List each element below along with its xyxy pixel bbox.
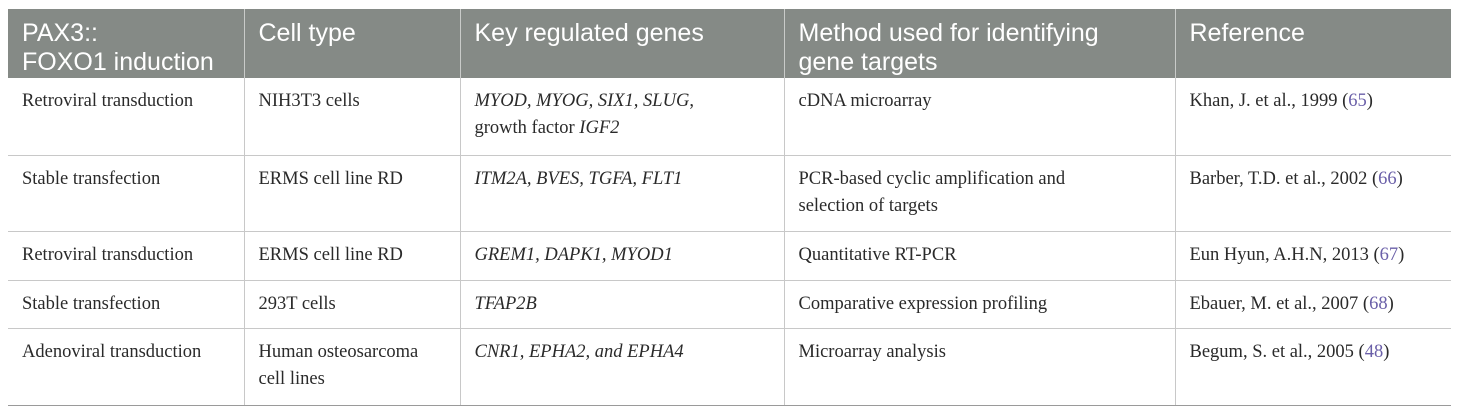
table-row: Retroviral transduction NIH3T3 cells MYO… <box>8 78 1451 156</box>
reference-close: ) <box>1398 244 1405 265</box>
cell-key-genes: ITM2A, BVES, TGFA, FLT1 <box>459 155 784 232</box>
cell-key-genes: MYOD, MYOG, SIX1, SLUG, growth factor IGF… <box>459 78 784 156</box>
cell-key-genes: TFAP2B <box>459 280 784 329</box>
cell-induction: Adenoviral transduction <box>8 328 244 406</box>
cell-induction: Retroviral transduction <box>8 231 244 281</box>
gene-list: GREM1, DAPK1, MYOD1 <box>474 244 673 265</box>
cell-induction: Stable transfection <box>8 280 244 329</box>
pax3-foxo1-targets-table: PAX3:: FOXO1 induction Cell type Key reg… <box>8 9 1451 406</box>
reference-text: Khan, J. et al., 1999 ( <box>1189 91 1349 111</box>
gene-separator: , <box>689 91 694 111</box>
cell-method: cDNA microarray <box>783 78 1175 156</box>
header-method: Method used for identifying gene targets <box>783 9 1175 78</box>
table-row: Adenoviral transduction Human osteosarco… <box>8 328 1451 406</box>
reference-link[interactable]: 68 <box>1369 293 1388 314</box>
cell-cell-type: ERMS cell line RD <box>243 155 460 232</box>
reference-link[interactable]: 65 <box>1348 91 1367 111</box>
cell-induction: Retroviral transduction <box>8 78 244 156</box>
cell-type-line2: cell lines <box>258 368 325 389</box>
gene-prefix: growth factor <box>474 118 580 138</box>
gene-list: CNR1, EPHA2, and EPHA4 <box>474 341 684 362</box>
reference-text: Eun Hyun, A.H.N, 2013 ( <box>1189 244 1380 265</box>
header-method-line2: gene targets <box>798 48 938 76</box>
gene-list: ITM2A, BVES, TGFA, FLT1 <box>474 168 683 189</box>
table-body: Retroviral transduction NIH3T3 cells MYO… <box>8 78 1451 406</box>
gene-list: TFAP2B <box>474 293 537 314</box>
header-induction: PAX3:: FOXO1 induction <box>8 9 244 78</box>
cell-reference: Eun Hyun, A.H.N, 2013 (67) <box>1174 231 1451 281</box>
cell-key-genes: CNR1, EPHA2, and EPHA4 <box>459 328 784 406</box>
table-row: Stable transfection 293T cells TFAP2B Co… <box>8 280 1451 329</box>
header-key-genes: Key regulated genes <box>459 9 784 78</box>
header-cell-type: Cell type <box>243 9 460 78</box>
header-induction-line2: FOXO1 induction <box>22 48 214 76</box>
table-header: PAX3:: FOXO1 induction Cell type Key reg… <box>8 9 1451 78</box>
cell-method: Comparative expression profiling <box>783 280 1175 329</box>
reference-text: Ebauer, M. et al., 2007 ( <box>1189 293 1370 314</box>
reference-close: ) <box>1366 91 1373 111</box>
reference-link[interactable]: 67 <box>1379 244 1399 265</box>
cell-cell-type: ERMS cell line RD <box>243 231 460 281</box>
header-induction-line1: PAX3:: <box>22 19 98 47</box>
header-reference: Reference <box>1174 9 1451 78</box>
reference-text: Begum, S. et al., 2005 ( <box>1189 341 1365 362</box>
reference-text: Barber, T.D. et al., 2002 ( <box>1189 168 1379 189</box>
cell-reference: Barber, T.D. et al., 2002 (66) <box>1174 155 1451 232</box>
header-method-line1: Method used for identifying <box>798 19 1099 47</box>
reference-close: ) <box>1387 293 1394 314</box>
reference-link[interactable]: 48 <box>1364 341 1384 362</box>
method-line2: selection of targets <box>798 195 938 216</box>
gene-list: MYOD, MYOG, SIX1, SLUG <box>474 91 690 111</box>
method-line1: PCR-based cyclic amplification and <box>798 168 1066 189</box>
table-row: Retroviral transduction ERMS cell line R… <box>8 231 1451 281</box>
cell-induction: Stable transfection <box>8 155 244 232</box>
cell-reference: Begum, S. et al., 2005 (48) <box>1174 328 1451 406</box>
reference-close: ) <box>1396 168 1403 189</box>
cell-type-line1: Human osteosarcoma <box>258 341 419 362</box>
cell-key-genes: GREM1, DAPK1, MYOD1 <box>459 231 784 281</box>
cell-method: PCR-based cyclic amplification and selec… <box>783 155 1175 232</box>
reference-link[interactable]: 66 <box>1378 168 1397 189</box>
cell-method: Quantitative RT-PCR <box>783 231 1175 281</box>
table-row: Stable transfection ERMS cell line RD IT… <box>8 155 1451 232</box>
cell-cell-type: NIH3T3 cells <box>243 78 460 156</box>
cell-cell-type: 293T cells <box>243 280 460 329</box>
cell-reference: Ebauer, M. et al., 2007 (68) <box>1174 280 1451 329</box>
gene-list-extra: IGF2 <box>579 118 620 138</box>
header-row: PAX3:: FOXO1 induction Cell type Key reg… <box>8 9 1451 78</box>
cell-cell-type: Human osteosarcoma cell lines <box>243 328 460 406</box>
cell-reference: Khan, J. et al., 1999 (65) <box>1174 78 1451 156</box>
reference-close: ) <box>1383 341 1390 362</box>
cell-method: Microarray analysis <box>783 328 1175 406</box>
